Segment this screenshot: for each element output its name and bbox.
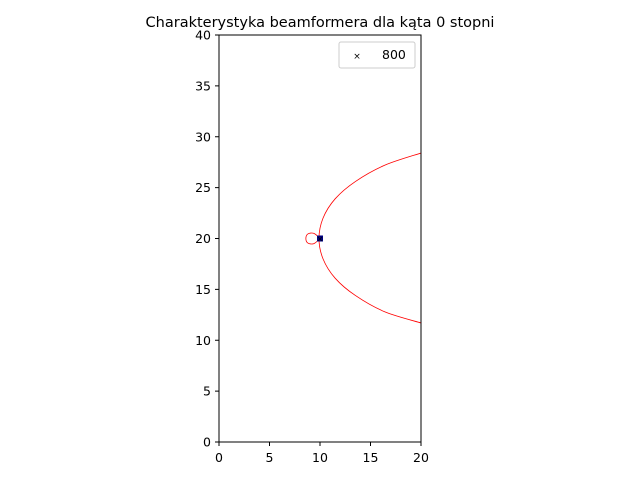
series-line-0 [318, 152, 421, 324]
x-tick-label: 0 [215, 450, 223, 465]
series-line-1 [305, 232, 321, 245]
scatter-point [317, 235, 323, 242]
x-tick-label: 10 [312, 450, 328, 465]
y-tick-label: 35 [195, 78, 211, 93]
legend: × 800 [338, 41, 416, 69]
legend-label: 800 [382, 47, 406, 62]
y-axis: 0 5 10 15 20 25 30 35 40 [195, 28, 219, 450]
legend-marker-x: × [353, 52, 361, 62]
y-tick-label: 25 [195, 180, 211, 195]
legend-box [338, 41, 416, 69]
y-tick-label: 15 [195, 282, 211, 297]
y-tick-label: 20 [195, 231, 211, 246]
y-tick-label: 30 [195, 129, 211, 144]
x-axis: 0 5 10 15 20 [215, 442, 429, 465]
plot-points: × [317, 235, 324, 244]
y-tick-label: 0 [203, 435, 211, 450]
chart-title: Charakterystyka beamformera dla kąta 0 s… [146, 15, 495, 31]
x-tick-label: 15 [363, 450, 379, 465]
y-tick-label: 5 [203, 384, 211, 399]
x-tick-label: 20 [413, 450, 429, 465]
y-tick-label: 40 [195, 28, 211, 43]
x-tick-label: 5 [266, 450, 274, 465]
x-marker: × [317, 235, 324, 244]
y-tick-label: 10 [195, 333, 211, 348]
